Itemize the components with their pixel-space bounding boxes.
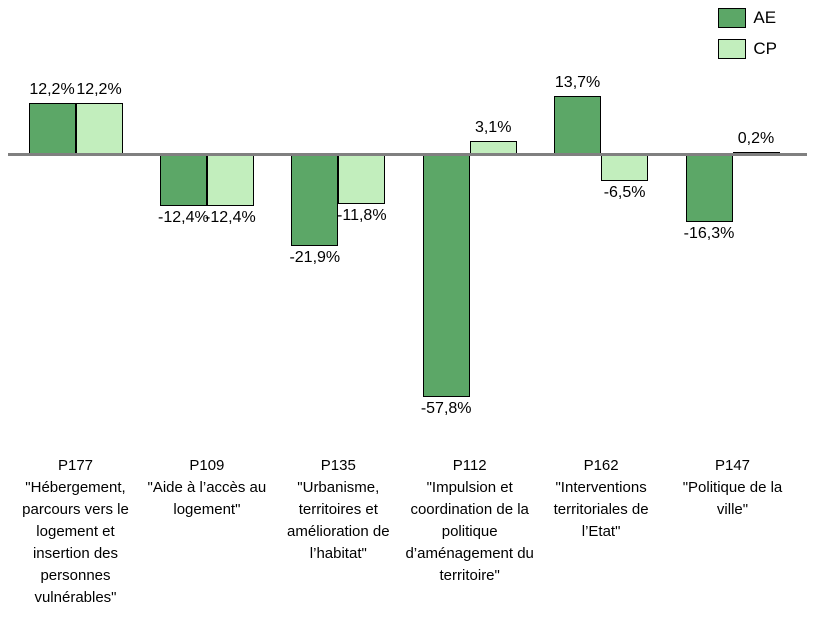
x-axis-line bbox=[8, 153, 807, 156]
value-label-cp-p109: -12,4% bbox=[205, 209, 256, 227]
category-code: P135 bbox=[320, 457, 356, 474]
legend-item-ae: AE bbox=[718, 8, 777, 28]
value-label-ae-p147: -16,3% bbox=[683, 225, 735, 243]
category-label-p162: P162 "Interventions territoriales de l’Et… bbox=[535, 455, 667, 543]
category-label-p109: P109 "Aide à l’accès au logement" bbox=[141, 455, 273, 521]
category-code: P109 bbox=[189, 457, 225, 474]
value-label-cp-p162: -6,5% bbox=[603, 184, 646, 202]
value-label-ae-p109: -12,4% bbox=[158, 209, 209, 227]
category-code: P112 bbox=[452, 457, 487, 474]
bar-ae-p109 bbox=[159, 154, 207, 207]
value-label-cp-p135: -11,8% bbox=[337, 206, 387, 224]
bar-ae-p135 bbox=[291, 154, 339, 246]
category-code: P177 bbox=[57, 457, 94, 474]
bar-cp-p109 bbox=[206, 154, 254, 207]
category-code: P147 bbox=[714, 457, 751, 474]
category-name: "Urbanisme, territoires et amélioration … bbox=[287, 479, 390, 562]
value-label-ae-p112: -57,8% bbox=[420, 399, 472, 417]
category-name: "Interventions territoriales de l’Etat" bbox=[553, 479, 649, 540]
legend-label-ae: AE bbox=[753, 8, 777, 27]
legend-item-cp: CP bbox=[718, 39, 777, 59]
category-name: "Politique de la ville" bbox=[682, 479, 783, 518]
bar-ae-p147 bbox=[685, 154, 733, 223]
value-label-cp-p147: 0,2% bbox=[737, 130, 775, 147]
category-name: "Impulsion et coordination de la politiq… bbox=[405, 479, 534, 584]
category-label-p112: P112 "Impulsion et coordination de la pol… bbox=[404, 455, 536, 587]
value-label-cp-p112: 3,1% bbox=[474, 118, 512, 136]
bar-cp-p177 bbox=[75, 102, 123, 154]
value-label-cp-p177: 12,2% bbox=[76, 80, 122, 98]
bar-ae-p112 bbox=[422, 154, 470, 397]
value-label-ae-p177: 12,2% bbox=[29, 80, 75, 98]
bar-cp-p162 bbox=[601, 154, 649, 182]
category-name: "Aide à l’accès au logement" bbox=[147, 479, 267, 518]
value-label-ae-p162: 13,7% bbox=[554, 74, 601, 92]
category-label-p135: P135 "Urbanisme, territoires et améliorat… bbox=[272, 455, 404, 565]
legend-swatch-cp bbox=[718, 39, 747, 59]
value-label-ae-p135: -21,9% bbox=[289, 248, 341, 266]
category-label-p177: P177 "Hébergement, parcours vers le logem… bbox=[10, 455, 142, 609]
chart-legend: AE CP bbox=[718, 8, 777, 70]
category-name: "Hébergement, parcours vers le logement … bbox=[22, 479, 129, 606]
category-label-p147: P147 "Politique de la ville" bbox=[667, 455, 799, 521]
bar-cp-p135 bbox=[338, 154, 386, 204]
category-code: P162 bbox=[583, 457, 619, 474]
bar-ae-p162 bbox=[554, 96, 602, 154]
legend-label-cp: CP bbox=[753, 39, 777, 58]
bar-ae-p177 bbox=[28, 102, 76, 154]
legend-swatch-ae bbox=[718, 8, 747, 28]
